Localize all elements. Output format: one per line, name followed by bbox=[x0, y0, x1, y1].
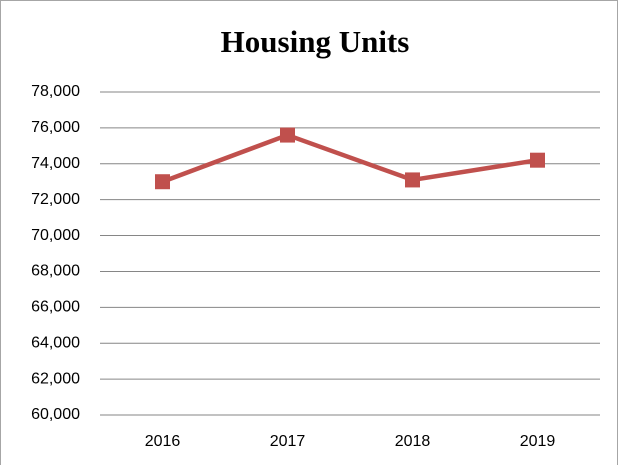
y-tick-label: 64,000 bbox=[31, 334, 80, 351]
y-tick-label: 76,000 bbox=[31, 119, 80, 136]
y-tick-label: 78,000 bbox=[31, 83, 80, 100]
marker bbox=[530, 152, 545, 168]
y-tick-label: 60,000 bbox=[31, 406, 80, 423]
y-tick-label: 74,000 bbox=[31, 155, 80, 172]
x-tick-label: 2016 bbox=[145, 433, 181, 450]
x-tick-label: 2017 bbox=[270, 433, 306, 450]
marker bbox=[280, 127, 295, 143]
x-tick-label: 2018 bbox=[395, 433, 431, 450]
y-tick-label: 62,000 bbox=[31, 370, 80, 387]
y-tick-label: 66,000 bbox=[31, 299, 80, 316]
chart-title: Housing Units bbox=[221, 24, 410, 59]
line bbox=[161, 132, 538, 184]
y-tick-label: 70,000 bbox=[31, 227, 80, 244]
marker bbox=[155, 174, 170, 190]
marker bbox=[405, 172, 420, 188]
y-tick-label: 72,000 bbox=[31, 191, 80, 208]
y-tick-label: 68,000 bbox=[31, 263, 80, 280]
x-tick-label: 2019 bbox=[520, 433, 556, 450]
